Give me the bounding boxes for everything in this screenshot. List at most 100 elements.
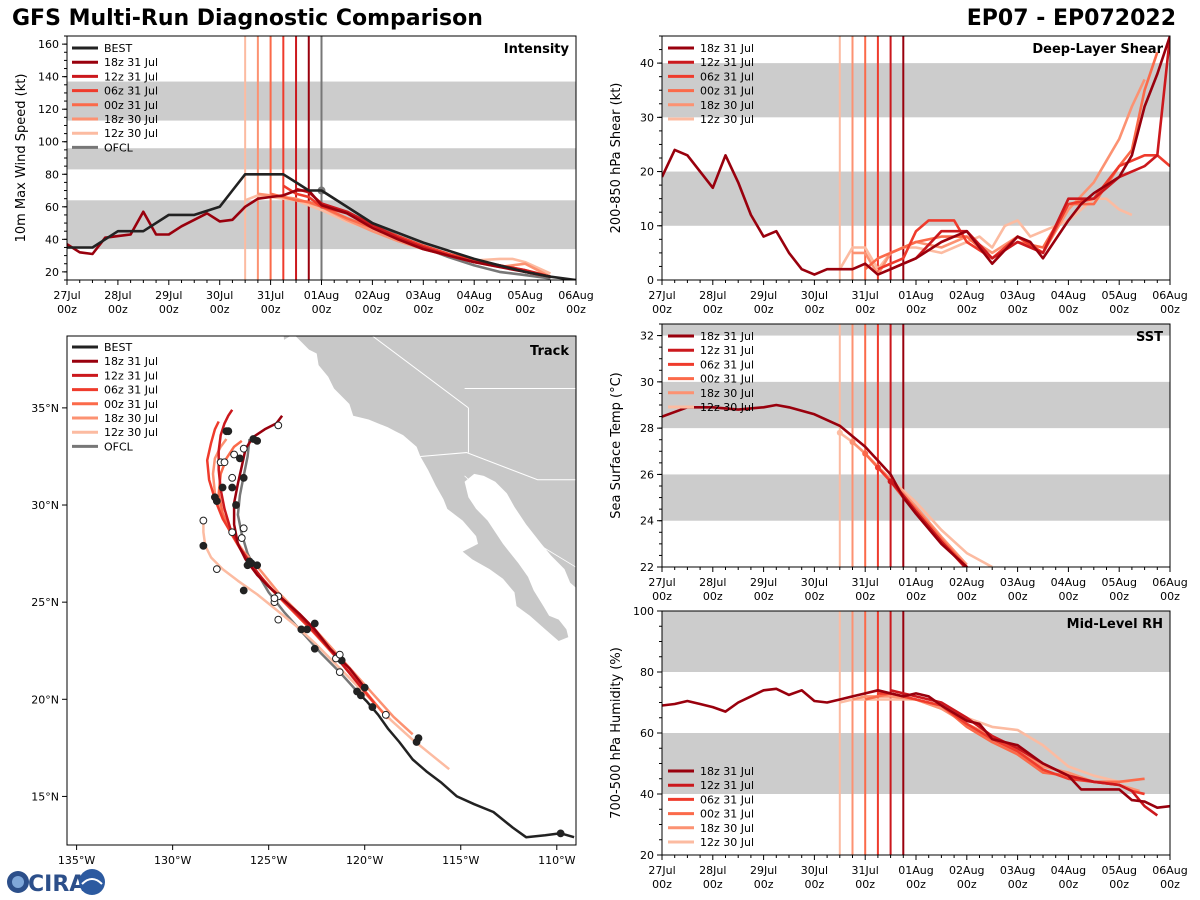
y-tick-label: 60: [640, 727, 654, 740]
x-tick-label: 05Aug: [507, 289, 542, 302]
x-tick-sublabel: 00z: [703, 303, 723, 316]
y-tick-label: 30: [640, 111, 654, 124]
panel-rh: 2040608010027Jul00z28Jul00z29Jul00z30Jul…: [609, 605, 1188, 891]
state-border: [464, 387, 576, 480]
x-tick-label: 06Aug: [1152, 864, 1187, 877]
x-tick-label: 29Jul: [750, 289, 777, 302]
x-tick-sublabel: 00z: [957, 878, 977, 891]
legend-label: 18z 31 Jul: [700, 765, 754, 778]
plot-area: [67, 36, 576, 280]
x-tick-label: 135°W: [58, 854, 95, 867]
x-tick-label: 30Jul: [206, 289, 233, 302]
x-tick-sublabel: 00z: [1109, 590, 1129, 603]
y-tick-label: 100: [633, 605, 654, 618]
y-tick-label: 0: [647, 274, 654, 287]
x-tick-sublabel: 00z: [363, 303, 383, 316]
x-tick-label: 27Jul: [648, 864, 675, 877]
shaded-band: [662, 611, 1170, 672]
x-tick-label: 01Aug: [898, 576, 933, 589]
x-tick-sublabel: 00z: [1059, 878, 1079, 891]
track-position-marker: [199, 516, 208, 525]
panel-track: 135°W 130°W 125°W 120°W 115°W 110°W 15°N 20°N 25…: [31, 335, 577, 867]
track-line-06z-31-jul: [205, 420, 376, 704]
x-tick-label: 04Aug: [1051, 576, 1086, 589]
track-position-marker: [237, 534, 246, 542]
x-tick-sublabel: 00z: [1059, 303, 1079, 316]
legend-label: 00z 31 Jul: [700, 85, 754, 98]
track-position-marker: [239, 524, 248, 533]
track-position-marker: [228, 473, 237, 482]
state-border: [371, 336, 469, 409]
panel-title: SST: [1136, 330, 1163, 345]
x-tick-label: 29Jul: [750, 864, 777, 877]
x-tick-sublabel: 00z: [652, 878, 672, 891]
track-position-marker: [360, 683, 369, 692]
plot-area: [662, 36, 1170, 280]
legend-label: 18z 31 Jul: [104, 355, 158, 368]
legend-label: 12z 31 Jul: [700, 344, 754, 357]
legend-label: 12z 31 Jul: [104, 70, 158, 83]
y-tick-label: 100: [38, 136, 59, 149]
y-tick-label: 20°N: [31, 693, 59, 706]
series-line-12z-30-jul: [838, 197, 1133, 271]
track-position-marker: [310, 619, 319, 628]
x-tick-sublabel: 00z: [312, 303, 332, 316]
y-tick-label: 40: [45, 233, 59, 246]
track-position-marker: [245, 557, 254, 566]
x-tick-sublabel: 00z: [413, 303, 433, 316]
y-tick-label: 20: [640, 849, 654, 862]
legend-label: 06z 31 Jul: [104, 85, 158, 98]
legend-label: 12z 30 Jul: [104, 127, 158, 140]
x-tick-label: 06Aug: [1152, 576, 1187, 589]
y-tick-label: 40: [640, 788, 654, 801]
series-line-18z-30-jul: [852, 78, 1146, 276]
legend-label: 00z 31 Jul: [700, 373, 754, 386]
y-tick-label: 22: [640, 561, 654, 574]
partner-logo-swoosh-icon: [81, 878, 103, 885]
track-line-18z-31-jul: [232, 414, 366, 689]
legend-label: BEST: [104, 42, 132, 55]
y-tick-label: 25°N: [31, 596, 59, 609]
run-start-marker: [849, 439, 856, 446]
track-position-marker: [310, 644, 319, 653]
legend-label: OFCL: [104, 440, 134, 453]
x-tick-label: 120°W: [346, 854, 383, 867]
x-tick-label: 01Aug: [898, 864, 933, 877]
x-tick-label: 05Aug: [1101, 576, 1136, 589]
legend-label: 18z 31 Jul: [700, 330, 754, 343]
y-tick-label: 80: [640, 666, 654, 679]
shaded-band: [662, 381, 1170, 429]
x-tick-sublabel: 00z: [1008, 878, 1028, 891]
x-tick-label: 02Aug: [949, 864, 984, 877]
x-tick-sublabel: 00z: [566, 303, 586, 316]
x-tick-sublabel: 00z: [805, 878, 825, 891]
x-tick-sublabel: 00z: [464, 303, 484, 316]
x-tick-label: 29Jul: [155, 289, 182, 302]
legend-label: 06z 31 Jul: [700, 358, 754, 371]
track-position-marker: [210, 493, 219, 502]
y-axis-label: 700-500 hPa Humidity (%): [609, 647, 624, 819]
x-tick-label: 31Jul: [257, 289, 284, 302]
x-tick-label: 28Jul: [699, 864, 726, 877]
x-tick-label: 31Jul: [852, 289, 879, 302]
legend-label: 18z 31 Jul: [104, 56, 158, 69]
x-tick-sublabel: 00z: [957, 590, 977, 603]
x-tick-sublabel: 00z: [855, 590, 875, 603]
track-position-marker: [335, 650, 344, 659]
y-tick-label: 40: [640, 57, 654, 70]
x-tick-label: 03Aug: [1000, 289, 1035, 302]
y-tick-label: 35°N: [31, 402, 59, 415]
y-tick-label: 30: [640, 376, 654, 389]
x-tick-label: 06Aug: [558, 289, 593, 302]
x-tick-sublabel: 00z: [1160, 878, 1180, 891]
x-tick-sublabel: 00z: [1008, 590, 1028, 603]
legend-label: 18z 30 Jul: [700, 387, 754, 400]
track-line-12z-31-jul: [217, 409, 366, 693]
legend-label: 06z 31 Jul: [700, 793, 754, 806]
track-position-marker: [368, 703, 377, 711]
panel-title: Deep-Layer Shear: [1032, 42, 1163, 57]
track-position-marker: [228, 483, 237, 492]
x-tick-sublabel: 00z: [515, 303, 535, 316]
y-tick-label: 32: [640, 330, 654, 343]
plot-area: [662, 324, 1170, 567]
